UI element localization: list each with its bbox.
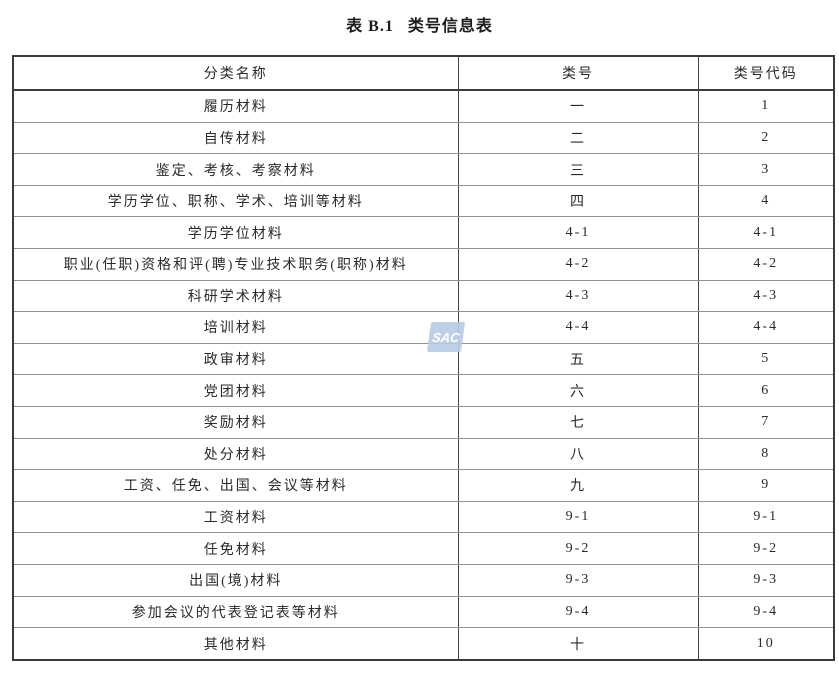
sac-watermark-text: SAC — [431, 329, 461, 345]
table-caption: 表 B.1 类号信息表 — [0, 12, 839, 36]
cell-class-code: 9-4 — [697, 595, 835, 629]
cell-class-number: 9-2 — [457, 532, 699, 565]
cell-class-number: 4-4 — [457, 311, 699, 344]
table-body: 履历材料一 1 自传材料二 2 鉴定、考核、考察材料三 3 学历学位、职称、学术、培训等材料… — [12, 89, 835, 661]
cell-class-number: 五 — [457, 342, 699, 376]
cell-class-number: 八 — [457, 437, 699, 471]
cell-class-number: 9-3 — [457, 563, 699, 597]
cell-category-name: 培训材料 — [12, 311, 459, 344]
table-row: 其他材料十 10 — [12, 627, 835, 661]
table-row: 处分材料八 8 — [12, 437, 835, 471]
cell-class-code: 10 — [697, 627, 835, 661]
cell-category-name: 学历学位材料 — [12, 216, 459, 249]
table-row: 学历学位材料 4-1 4-1 — [12, 216, 835, 249]
cell-category-name: 工资材料 — [12, 500, 459, 534]
cell-category-name: 政审材料 — [12, 342, 459, 376]
cell-class-code: 6 — [697, 374, 835, 407]
cell-class-code: 1 — [697, 89, 835, 123]
cell-class-code: 3 — [697, 153, 835, 186]
cell-category-name: 科研学术材料 — [12, 279, 459, 313]
cell-class-number: 十 — [457, 627, 699, 661]
cell-class-code: 9-1 — [697, 500, 835, 534]
table-caption-number: 表 B.1 — [346, 18, 394, 35]
column-header-category-name: 分类名称 — [12, 55, 459, 91]
cell-category-name: 自传材料 — [12, 121, 459, 155]
cell-category-name: 履历材料 — [12, 89, 459, 123]
cell-class-code: 2 — [697, 121, 835, 155]
cell-class-number: 4-2 — [457, 248, 699, 281]
table-row: 培训材料 4-4 4-4 — [12, 311, 835, 344]
cell-category-name: 学历学位、职称、学术、培训等材料 — [12, 184, 459, 218]
cell-class-number: 4-1 — [457, 216, 699, 249]
cell-class-number: 三 — [457, 153, 699, 186]
cell-category-name: 出国(境)材料 — [12, 563, 459, 597]
column-header-class-number: 类号 — [457, 55, 699, 91]
table-row: 学历学位、职称、学术、培训等材料四 4 — [12, 184, 835, 218]
cell-class-number: 9-1 — [457, 500, 699, 534]
column-header-class-code: 类号代码 — [697, 55, 835, 91]
cell-class-number: 4-3 — [457, 279, 699, 313]
cell-class-code: 4-2 — [697, 248, 835, 281]
table-row: 工资、任免、出国、会议等材料九 9 — [12, 469, 835, 502]
cell-class-code: 9-3 — [697, 563, 835, 597]
cell-class-code: 9 — [697, 469, 835, 502]
table-row: 职业(任职)资格和评(聘)专业技术职务(职称)材料 4-2 4-2 — [12, 248, 835, 281]
cell-class-number: 九 — [457, 469, 699, 502]
table-row: 党团材料六 6 — [12, 374, 835, 407]
cell-class-code: 9-2 — [697, 532, 835, 565]
cell-class-number: 一 — [457, 89, 699, 123]
cell-class-number: 六 — [457, 374, 699, 407]
cell-class-number: 二 — [457, 121, 699, 155]
table-row: 政审材料五 5 — [12, 342, 835, 376]
table-row: 履历材料一 1 — [12, 89, 835, 123]
table-row: 任免材料 9-2 9-2 — [12, 532, 835, 565]
cell-class-code: 5 — [697, 342, 835, 376]
cell-class-number: 七 — [457, 405, 699, 439]
table-caption-title: 类号信息表 — [407, 18, 493, 35]
cell-category-name: 任免材料 — [12, 532, 459, 565]
cell-class-code: 4-1 — [697, 216, 835, 249]
cell-category-name: 职业(任职)资格和评(聘)专业技术职务(职称)材料 — [12, 248, 459, 281]
table-row: 奖励材料七 7 — [12, 405, 835, 439]
table-row: 工资材料 9-1 9-1 — [12, 500, 835, 534]
cell-category-name: 奖励材料 — [12, 405, 459, 439]
cell-category-name: 党团材料 — [12, 374, 459, 407]
table-row: 参加会议的代表登记表等材料 9-4 9-4 — [12, 595, 835, 629]
cell-class-code: 4-3 — [697, 279, 835, 313]
cell-class-code: 8 — [697, 437, 835, 471]
cell-class-number: 9-4 — [457, 595, 699, 629]
cell-class-code: 4 — [697, 184, 835, 218]
cell-class-code: 4-4 — [697, 311, 835, 344]
cell-category-name: 参加会议的代表登记表等材料 — [12, 595, 459, 629]
cell-category-name: 其他材料 — [12, 627, 459, 661]
cell-class-number: 四 — [457, 184, 699, 218]
table-row: 鉴定、考核、考察材料三 3 — [12, 153, 835, 186]
table-row: 自传材料二 2 — [12, 121, 835, 155]
table-row: 科研学术材料 4-3 4-3 — [12, 279, 835, 313]
header-row: 分类名称 类号 类号代码 — [12, 55, 835, 91]
cell-category-name: 工资、任免、出国、会议等材料 — [12, 469, 459, 502]
cell-class-code: 7 — [697, 405, 835, 439]
class-number-info-table: 分类名称 类号 类号代码 履历材料一 1 自传材料二 2 鉴定、考核、考察材料三 3 学历学… — [12, 55, 835, 661]
sac-watermark: SAC — [426, 322, 466, 352]
cell-category-name: 鉴定、考核、考察材料 — [12, 153, 459, 186]
cell-category-name: 处分材料 — [12, 437, 459, 471]
table-row: 出国(境)材料 9-3 9-3 — [12, 563, 835, 597]
